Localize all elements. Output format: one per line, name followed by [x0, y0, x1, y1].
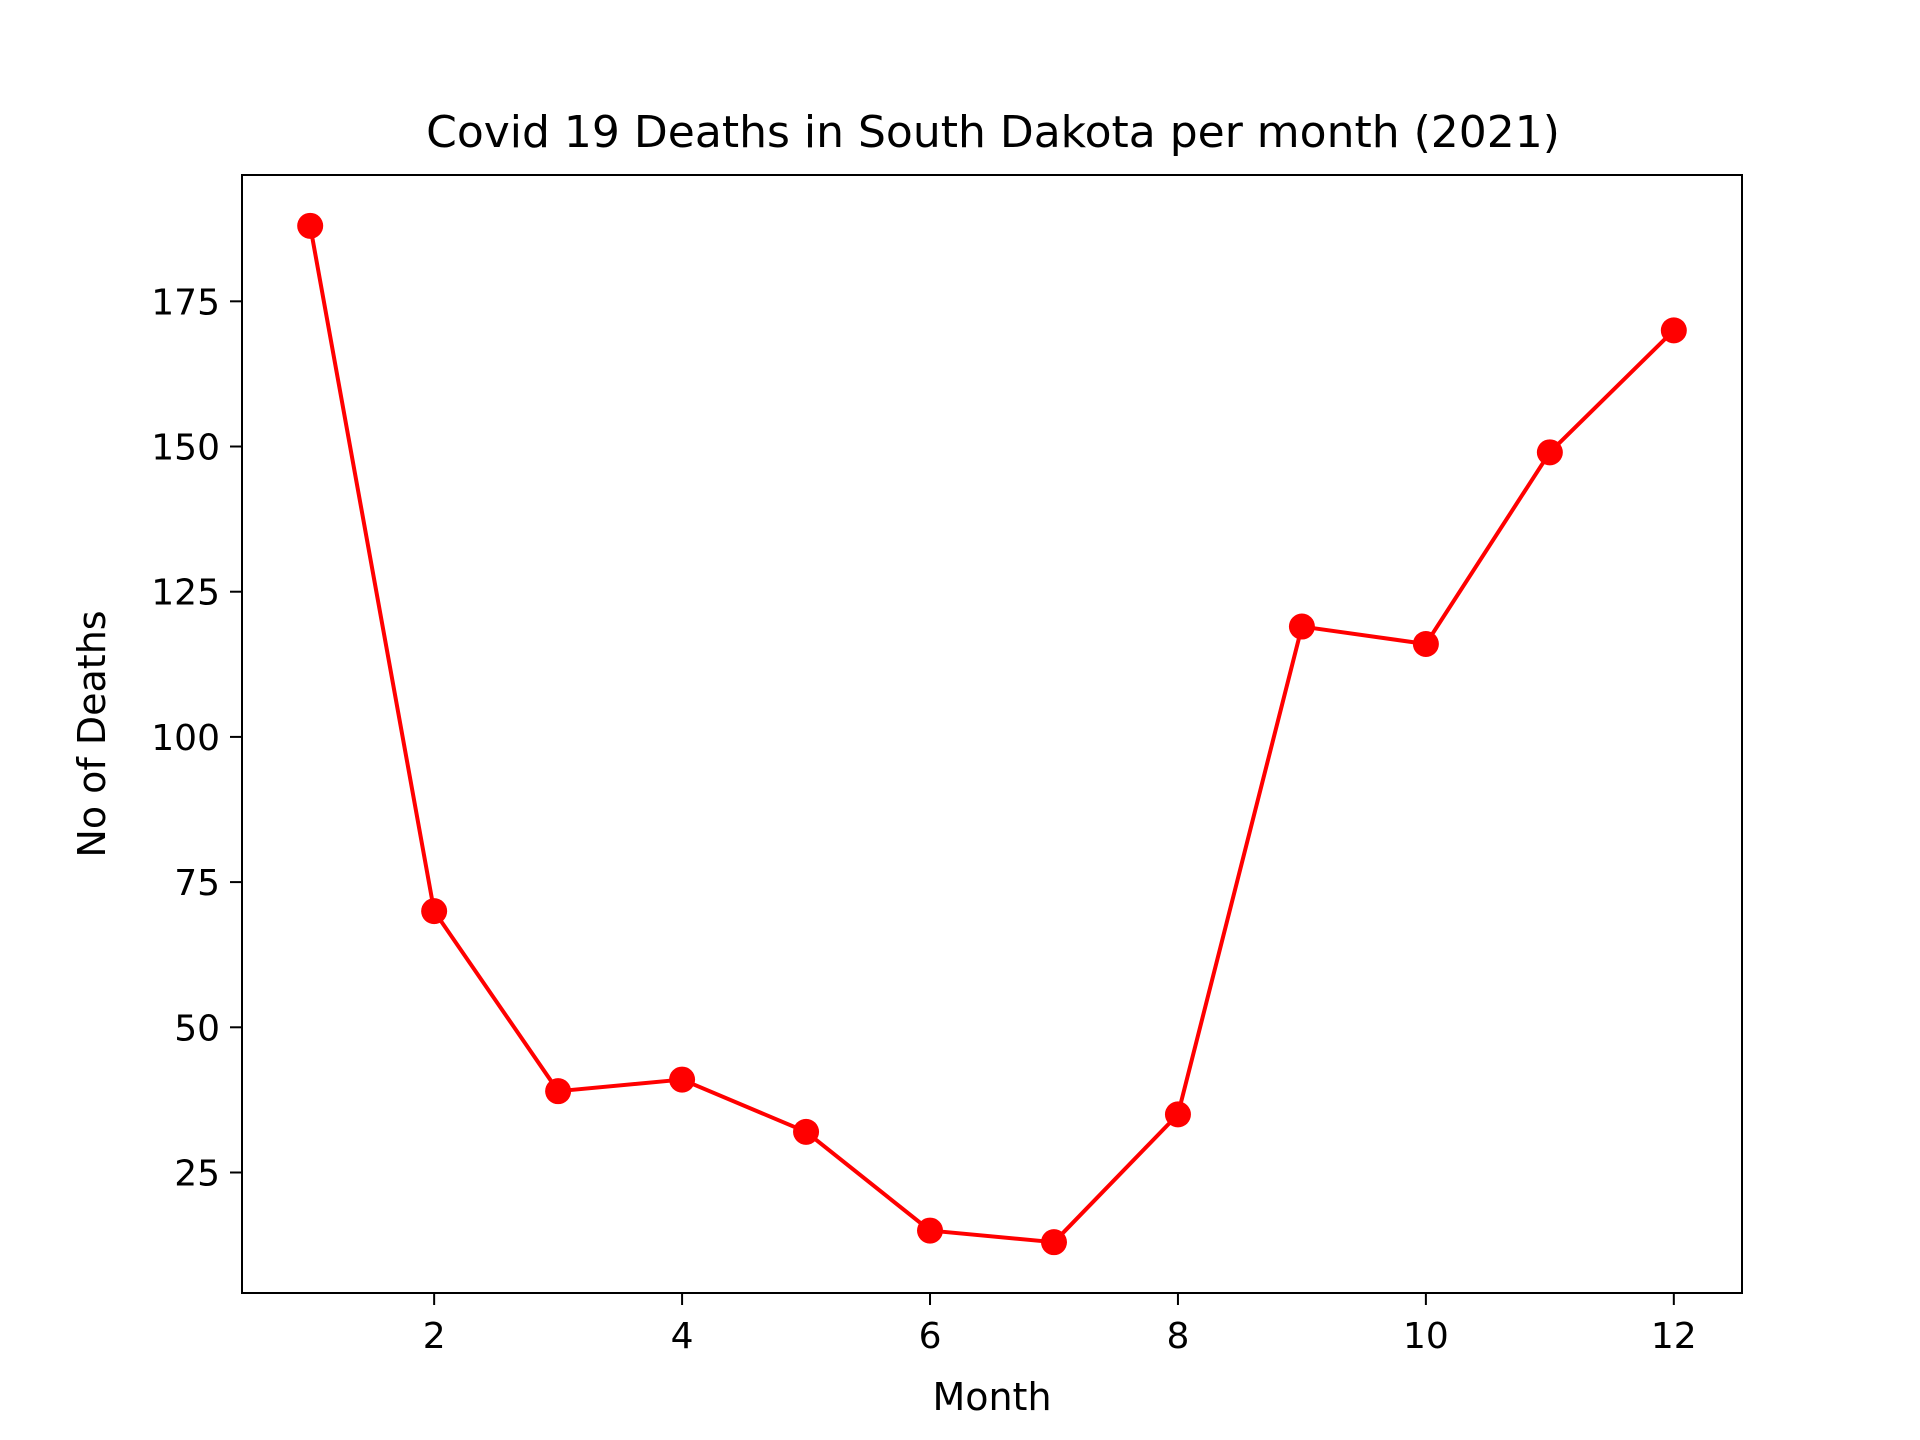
data-point: [669, 1066, 696, 1093]
data-point: [1288, 613, 1315, 640]
series-layer: [297, 212, 1687, 1256]
x-tick-label: 4: [671, 1316, 694, 1357]
data-point: [793, 1118, 820, 1145]
y-tick-label: 25: [174, 1153, 220, 1194]
x-tick-label: 12: [1651, 1316, 1697, 1357]
data-point: [1164, 1101, 1191, 1128]
x-tick-label: 8: [1166, 1316, 1189, 1357]
y-tick-label: 150: [151, 428, 220, 469]
data-point: [297, 212, 324, 239]
y-axis-label: No of Deaths: [70, 610, 114, 857]
y-tick-label: 50: [174, 1008, 220, 1049]
x-tick-label: 6: [919, 1316, 942, 1357]
data-point: [1660, 317, 1687, 344]
y-axis: 25 50 75 100 125 150 175: [151, 282, 242, 1194]
x-tick-label: 2: [423, 1316, 446, 1357]
series-line: [308, 223, 1676, 1245]
data-point: [1040, 1229, 1067, 1256]
plot-frame: [241, 174, 1743, 1294]
data-point: [545, 1078, 572, 1105]
y-tick-label: 175: [151, 282, 220, 323]
data-point: [917, 1217, 944, 1244]
x-axis-label: Month: [932, 1375, 1051, 1419]
x-axis: 2 4 6 8 10 12: [423, 1293, 1697, 1357]
chart-title: Covid 19 Deaths in South Dakota per mont…: [426, 107, 1560, 158]
data-point: [1412, 630, 1439, 657]
data-point: [1536, 439, 1563, 466]
y-tick-label: 100: [151, 718, 220, 759]
y-tick-label: 75: [174, 863, 220, 904]
data-point: [421, 898, 448, 925]
y-tick-label: 125: [151, 573, 220, 614]
x-tick-label: 10: [1403, 1316, 1449, 1357]
